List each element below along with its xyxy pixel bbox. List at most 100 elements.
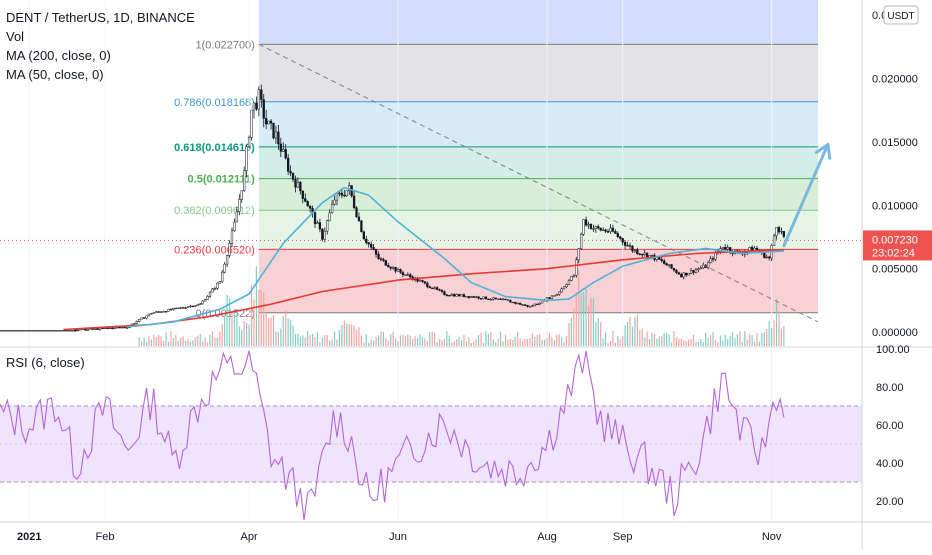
rsi-tick-label: 40.00 <box>876 458 904 470</box>
currency-badge[interactable] <box>883 5 919 25</box>
volume-bar <box>189 342 192 346</box>
candle-body <box>123 326 126 329</box>
volume-bar <box>553 340 555 346</box>
candle-body <box>548 297 551 299</box>
volume-bar <box>199 333 201 346</box>
candle-body <box>462 294 466 298</box>
candle-body <box>506 299 510 301</box>
volume-bar <box>236 314 238 346</box>
symbol-title[interactable]: DENT / TetherUS, 1D, BINANCE <box>6 10 195 25</box>
volume-bar <box>607 342 609 346</box>
arrow-head-left <box>826 142 832 160</box>
candle-body <box>330 203 334 214</box>
candle-body <box>472 296 475 298</box>
projection-arrow[interactable] <box>782 142 832 248</box>
candle-body <box>282 149 285 152</box>
volume-bar <box>177 340 179 346</box>
volume-bar <box>172 337 174 346</box>
candle-body <box>164 311 168 313</box>
volume-bar <box>187 338 189 346</box>
candle-body <box>252 102 256 111</box>
candle-body <box>492 297 495 300</box>
candle-body <box>533 303 536 307</box>
volume-bar <box>397 341 399 346</box>
volume-bar <box>673 331 675 346</box>
volume-bar <box>407 334 409 346</box>
candle-body <box>338 192 341 195</box>
candle-body <box>707 262 710 268</box>
candle-body <box>216 282 219 289</box>
volume-bar <box>250 285 253 346</box>
candle-body <box>418 280 422 282</box>
candle-body <box>470 296 473 298</box>
candle-body <box>306 201 309 207</box>
candle-body <box>94 328 97 330</box>
volume-bar <box>373 340 375 346</box>
candle-body <box>772 235 776 246</box>
volume-bar <box>758 341 761 346</box>
volume-bar <box>404 335 406 346</box>
candle-body <box>755 247 759 251</box>
candle-body <box>685 272 688 276</box>
candle-body <box>203 299 207 302</box>
candle-body <box>255 102 258 110</box>
candle-body <box>243 170 246 191</box>
volume-bar <box>529 338 531 346</box>
candle-body <box>118 327 121 329</box>
candle-body <box>316 222 319 225</box>
candle-body <box>726 247 729 250</box>
candle-body <box>582 219 585 235</box>
volume-bar <box>265 312 267 346</box>
candle-body <box>286 157 290 172</box>
candle-body <box>587 223 590 226</box>
candle-body <box>475 296 478 298</box>
volume-bar <box>556 334 558 346</box>
candle-body <box>274 131 278 139</box>
volume-bar <box>719 335 721 346</box>
volume-bar <box>465 341 468 346</box>
vol-legend[interactable]: Vol <box>6 29 25 44</box>
volume-bar <box>485 331 487 346</box>
volume-bar <box>763 331 765 346</box>
candle-body <box>206 295 209 300</box>
volume-bar <box>573 308 575 346</box>
candle-body <box>667 264 671 266</box>
time-tick-label: Jun <box>389 531 407 543</box>
candle-body <box>675 269 678 273</box>
candle-body <box>592 228 595 230</box>
rsi-legend[interactable]: RSI (6, close) <box>6 355 85 370</box>
volume-bar <box>458 336 460 346</box>
volume-bar <box>206 342 209 346</box>
ma50-legend[interactable]: MA (50, close, 0) <box>6 67 104 82</box>
candle-body <box>499 298 502 300</box>
candle-body <box>687 273 690 276</box>
candle-body <box>553 295 556 297</box>
volume-bar <box>392 331 394 346</box>
candle-body <box>435 287 439 290</box>
candle-body <box>374 249 378 255</box>
candle-body <box>768 256 771 259</box>
candle-body <box>194 305 197 307</box>
candle-body <box>606 231 610 233</box>
candle-body <box>384 260 387 266</box>
candle-body <box>709 258 712 263</box>
candle-body <box>699 267 702 270</box>
volume-bar <box>780 328 783 346</box>
ma200-legend[interactable]: MA (200, close, 0) <box>6 48 111 63</box>
volume-bar <box>431 331 433 346</box>
candle-body <box>238 199 241 212</box>
candle-body <box>147 313 151 317</box>
volume-bar <box>570 317 573 346</box>
candle-body <box>401 272 405 275</box>
volume-bar <box>753 341 756 346</box>
volume-bar <box>368 342 370 346</box>
volume-bar <box>336 339 338 346</box>
volume-bar <box>150 339 152 346</box>
candle-body <box>482 296 485 299</box>
volume-bar <box>297 333 299 346</box>
candle-body <box>150 313 153 315</box>
volume-bar <box>363 342 365 346</box>
